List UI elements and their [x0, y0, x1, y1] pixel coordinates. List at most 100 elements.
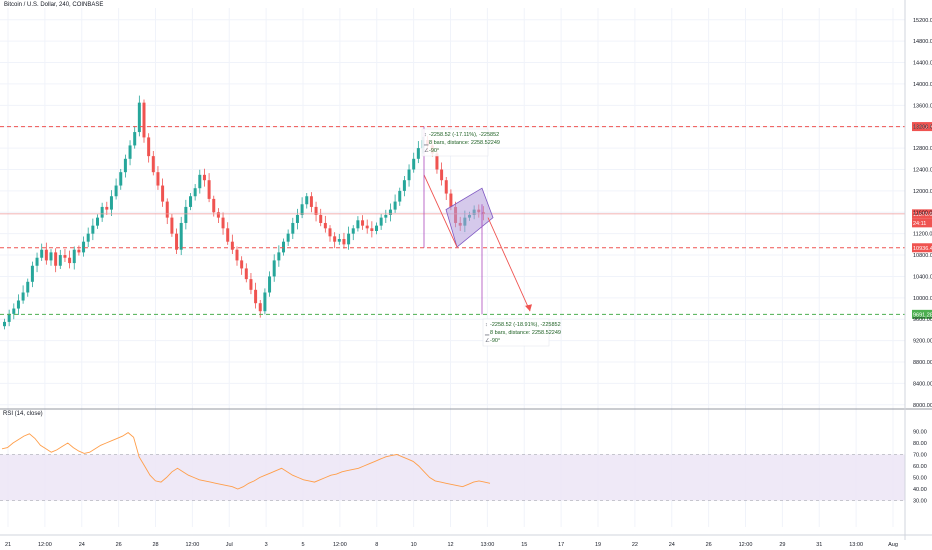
- time-tick-label: 26: [706, 542, 712, 548]
- rsi-line: [1, 432, 491, 490]
- time-tick-label: 15: [521, 542, 527, 548]
- candle-body: [156, 172, 160, 186]
- flag-pattern: [445, 187, 494, 248]
- price-tick-label: 8000.00: [913, 403, 932, 409]
- candle-body: [393, 201, 397, 210]
- price-tick-label: 10400.00: [913, 274, 932, 280]
- candle-body: [16, 300, 20, 309]
- candle-body: [398, 190, 402, 202]
- time-tick-label: 24: [79, 542, 85, 548]
- candle-body: [328, 228, 332, 237]
- candle-body: [254, 289, 258, 304]
- time-tick-label: 24: [669, 542, 675, 548]
- price-range-icon: ↕: [424, 132, 427, 138]
- candle-body: [412, 158, 416, 170]
- time-tick-label: 29: [779, 542, 785, 548]
- time-tick-label: 26: [116, 542, 122, 548]
- candle-body: [277, 252, 281, 261]
- drawing-tools[interactable]: [421, 126, 550, 347]
- support-upper-price-tag-bg: [912, 243, 932, 253]
- candle-body: [175, 233, 179, 250]
- candle-body: [347, 233, 351, 245]
- candle-body: [295, 214, 299, 223]
- candle-body: [282, 241, 285, 253]
- candle-body: [268, 276, 272, 293]
- price-tick-label: 14800.00: [913, 39, 932, 45]
- grid-lines: [0, 8, 905, 527]
- candle-body: [207, 180, 211, 199]
- resistance-price-tag: 13202.57: [913, 125, 932, 131]
- candle-body: [189, 196, 192, 207]
- candle-body: [193, 188, 197, 197]
- candle-body: [170, 217, 174, 234]
- candle-body: [128, 145, 132, 159]
- candle-body: [119, 172, 123, 186]
- resistance-price-tag-bg: [912, 122, 932, 132]
- rsi-tick-label: 90.00: [913, 430, 927, 436]
- candle-body: [379, 217, 383, 226]
- price-tick-label: 10000.00: [913, 296, 932, 302]
- price-tick-label: 12400.00: [913, 167, 932, 173]
- price-tick-label: 11200.00: [913, 232, 932, 238]
- candle-body: [142, 102, 146, 138]
- candle-body: [12, 308, 16, 314]
- candle-body: [100, 206, 104, 218]
- candle-body: [263, 292, 267, 312]
- candle-body: [305, 196, 309, 205]
- candle-body: [300, 204, 304, 215]
- candle-body: [388, 209, 392, 215]
- time-tick-label: 13:00: [480, 542, 494, 548]
- candle-body: [272, 260, 276, 277]
- bars-icon: ▁: [485, 330, 490, 336]
- candle-body: [133, 132, 137, 146]
- measure-box-upper: [421, 128, 489, 157]
- measure-label-upper[interactable]: ↕ -2258.52 (-17.11%), -225852 ▁8 bars, di…: [424, 131, 500, 155]
- current-price-tag-bg: [912, 209, 932, 219]
- price-tick-label: 9600.00: [913, 317, 932, 323]
- candle-body: [240, 260, 244, 269]
- candle-body: [221, 217, 225, 229]
- measure-label-lower[interactable]: ↕ -2258.52 (-18.91%), -225852 ▁8 bars, di…: [485, 321, 561, 345]
- price-tick-label: 12000.00: [913, 189, 932, 195]
- candle-body: [351, 228, 355, 234]
- measure-box-lower: [482, 318, 550, 347]
- measure-bars: 8 bars, distance: 2258.52249: [490, 330, 561, 336]
- measure-angle: -90°: [490, 338, 501, 344]
- candle-body: [402, 180, 406, 191]
- candle-body: [416, 148, 420, 159]
- candle-body: [370, 228, 374, 231]
- time-tick-label: 22: [632, 542, 638, 548]
- rsi-legend-label: RSI (14, close): [3, 411, 43, 417]
- candle-body: [216, 212, 220, 218]
- bars-icon: ▁: [424, 140, 429, 146]
- candle-body: [7, 313, 11, 322]
- candle-body: [449, 193, 453, 207]
- candle-body: [86, 233, 90, 242]
- candle-body: [147, 137, 151, 157]
- candle-body: [151, 156, 155, 173]
- candle-body: [3, 321, 6, 327]
- price-tick-label: 14000.00: [913, 82, 932, 88]
- candle-body: [96, 217, 99, 226]
- candle-body: [161, 185, 165, 202]
- measure-price-range: -2258.52 (-18.91%), -225852: [490, 322, 561, 328]
- time-tick-label: Jul: [226, 542, 233, 548]
- candle-body: [235, 249, 239, 261]
- candle-body: [226, 228, 230, 242]
- candle-body: [114, 185, 118, 197]
- time-tick-label: 12:00: [185, 542, 199, 548]
- rsi-tick-label: 60.00: [913, 464, 927, 470]
- candle-body: [435, 153, 439, 170]
- candle-body: [82, 241, 86, 253]
- price-tick-label: 9200.00: [913, 339, 932, 345]
- candle-body: [258, 303, 262, 312]
- candle-body: [68, 257, 72, 264]
- candle-body: [109, 196, 113, 210]
- rsi-overbought-oversold-band: [0, 454, 905, 501]
- candle-body: [77, 249, 81, 253]
- candle-body: [137, 102, 141, 133]
- candle-body: [165, 201, 169, 218]
- candle-body: [72, 249, 76, 264]
- candle-body: [202, 174, 206, 181]
